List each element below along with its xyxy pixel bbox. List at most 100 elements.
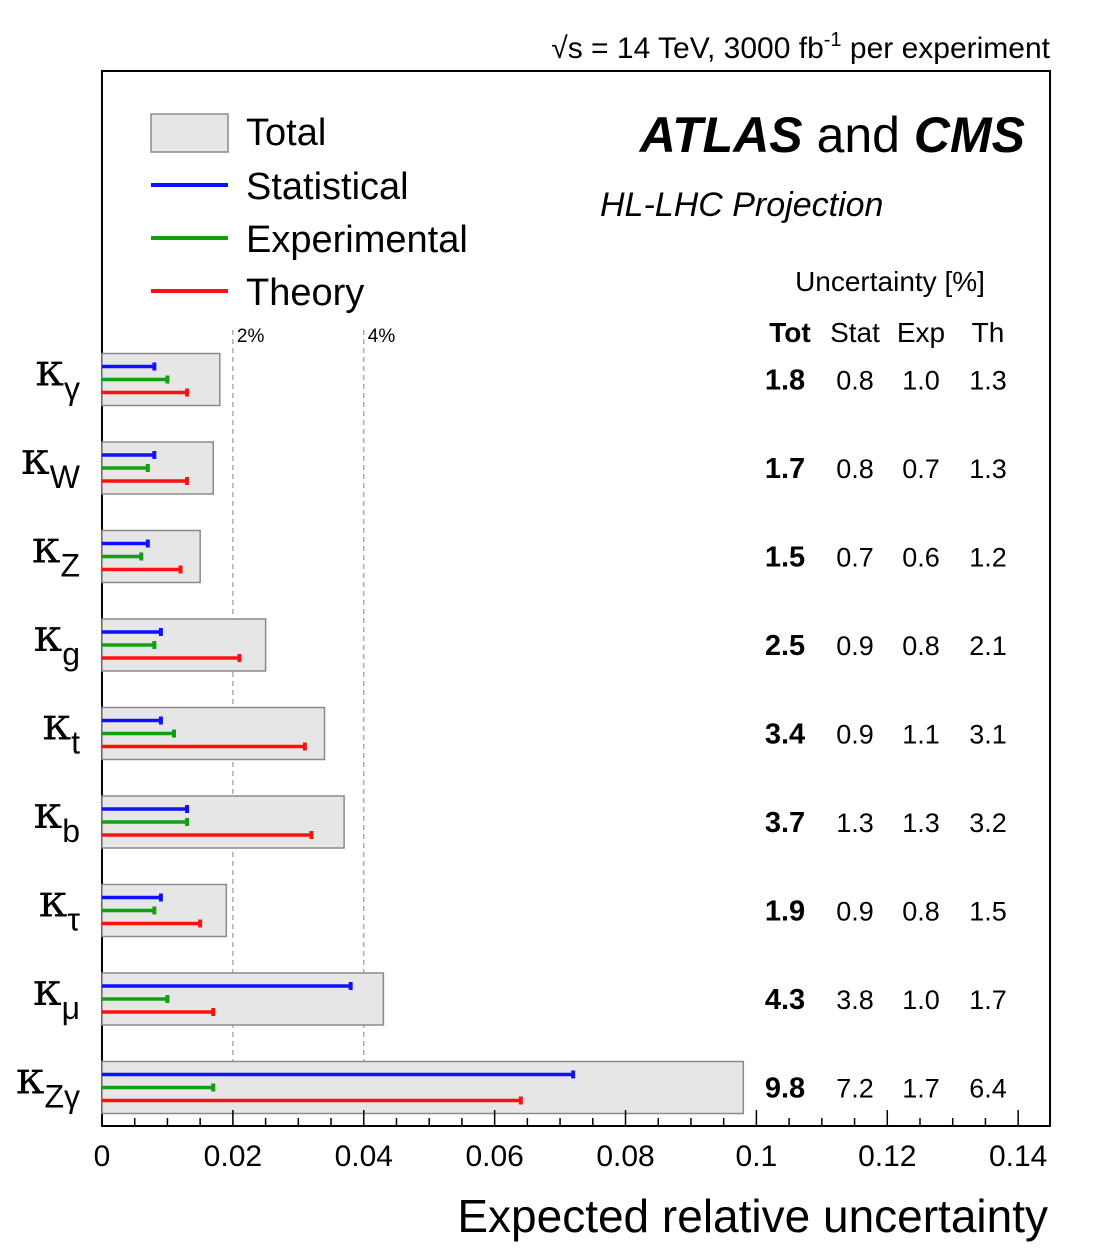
table-cell: 0.9	[836, 720, 874, 750]
kappa-subscript: τ	[67, 902, 80, 938]
lumi-exponent: -1	[824, 29, 842, 51]
and-label: and	[803, 107, 914, 163]
table-cell: 0.7	[902, 454, 940, 484]
table-cell: 0.9	[836, 897, 874, 927]
kappa-symbol: κ	[33, 785, 62, 839]
category-label: κτ	[39, 874, 81, 938]
table-cell: 3.7	[765, 807, 805, 839]
table-title: Uncertainty [%]	[795, 266, 985, 297]
x-tick-label: 0.04	[335, 1140, 393, 1173]
table-cell: 1.3	[969, 366, 1007, 396]
bars	[101, 352, 745, 1115]
table-header-th: Th	[972, 317, 1005, 348]
plot-frame	[101, 70, 1051, 1127]
table-cell: 2.1	[969, 631, 1007, 661]
sqrt-symbol: √	[551, 32, 568, 65]
kappa-subscript: μ	[62, 990, 80, 1026]
table-cell: 1.5	[969, 897, 1007, 927]
table-cell: 1.7	[902, 1074, 940, 1104]
table-cell: 6.4	[969, 1074, 1007, 1104]
legend: Total Statistical Experimental Theory	[150, 112, 468, 314]
table-cell: 3.1	[969, 720, 1007, 750]
table-cell: 1.8	[765, 365, 805, 397]
category-label: κg	[33, 608, 80, 672]
category-label: κZ	[32, 520, 80, 584]
table-cell: 0.7	[836, 543, 874, 573]
kappa-symbol: κ	[16, 1051, 45, 1105]
table-cell: 1.3	[902, 808, 940, 838]
kappa-subscript: g	[62, 636, 80, 672]
x-tick-label: 0.14	[989, 1140, 1047, 1173]
table-header-exp: Exp	[897, 317, 945, 348]
x-tick-label: 0.02	[204, 1140, 262, 1173]
kappa-subscript: b	[62, 813, 80, 849]
table-cell: 9.8	[765, 1073, 805, 1105]
energy-lumi-header: √s = 14 TeV, 3000 fb-1 per experiment	[551, 29, 1050, 65]
table-cell: 1.7	[765, 453, 805, 485]
table-cell: 1.5	[765, 542, 805, 574]
x-tick-label: 0.06	[465, 1140, 523, 1173]
kappa-subscript: Z	[60, 548, 80, 584]
table-cell: 1.3	[969, 454, 1007, 484]
category-label: κZγ	[16, 1051, 80, 1115]
table-cell: 0.8	[836, 454, 874, 484]
table-cell: 3.8	[836, 985, 874, 1015]
table-cell: 3.4	[765, 719, 805, 751]
x-tick-label: 0	[94, 1140, 111, 1173]
table-cell: 2.5	[765, 630, 805, 662]
table-cell: 0.8	[836, 366, 874, 396]
projection-label: HL-LHC Projection	[600, 186, 883, 224]
table-header-tot: Tot	[769, 317, 810, 348]
table-cell: 1.0	[902, 985, 940, 1015]
kappa-subscript: W	[50, 459, 81, 495]
reference-line-label: 2%	[237, 326, 265, 347]
total-bar	[101, 706, 326, 761]
table-cell: 1.3	[836, 808, 874, 838]
table-cell: 1.0	[902, 366, 940, 396]
energy-text: = 14 TeV, 3000 fb	[583, 32, 824, 65]
per-experiment-text: per experiment	[842, 32, 1051, 65]
legend-total-label: Total	[246, 112, 326, 154]
uncertainty-table: 1.8 0.8 1.0 1.3 1.7 0.8 0.7 1.3 1.5 0.7 0.6 1.2 2.5 0…	[765, 365, 1007, 1105]
table-cell: 1.2	[969, 543, 1007, 573]
table-cell: 0.8	[902, 631, 940, 661]
kappa-symbol: κ	[21, 431, 50, 485]
table-cell: 1.7	[969, 985, 1007, 1015]
x-axis-label: Expected relative uncertainty	[457, 1190, 1048, 1242]
x-tick-label: 0.12	[858, 1140, 916, 1173]
kappa-symbol: κ	[35, 343, 64, 397]
kappa-subscript: Zγ	[44, 1079, 80, 1115]
experiment-label: ATLAS and CMS	[638, 107, 1025, 163]
table-cell: 1.1	[902, 720, 940, 750]
table-cell: 7.2	[836, 1074, 874, 1104]
table-cell: 3.2	[969, 808, 1007, 838]
table-cell: 4.3	[765, 984, 805, 1016]
category-label: κt	[42, 697, 80, 761]
legend-statistical-label: Statistical	[246, 166, 409, 208]
category-label: κγ	[35, 343, 80, 407]
kappa-symbol: κ	[42, 697, 71, 751]
cms-label: CMS	[914, 107, 1025, 163]
kappa-symbol: κ	[33, 962, 62, 1016]
x-tick-label: 0.1	[736, 1140, 778, 1173]
table-cell: 1.9	[765, 896, 805, 928]
table-header-stat: Stat	[830, 317, 880, 348]
reference-line-label: 4%	[368, 326, 396, 347]
table-cell: 0.6	[902, 543, 940, 573]
x-axis: 0 0.02 0.04 0.06 0.08 0.1 0.12 0.14	[94, 1110, 1047, 1173]
legend-total-swatch	[150, 113, 229, 153]
kappa-subscript: γ	[64, 371, 80, 407]
kappa-subscript: t	[71, 725, 80, 761]
sqrt-s: s	[568, 32, 583, 65]
atlas-label: ATLAS	[638, 107, 803, 163]
table-cell: 0.8	[902, 897, 940, 927]
legend-experimental-label: Experimental	[246, 219, 468, 261]
legend-theory-label: Theory	[246, 272, 364, 314]
kappa-symbol: κ	[32, 520, 61, 574]
kappa-symbol: κ	[39, 874, 68, 928]
category-label: κb	[33, 785, 80, 849]
kappa-symbol: κ	[33, 608, 62, 662]
category-label: κW	[21, 431, 81, 495]
